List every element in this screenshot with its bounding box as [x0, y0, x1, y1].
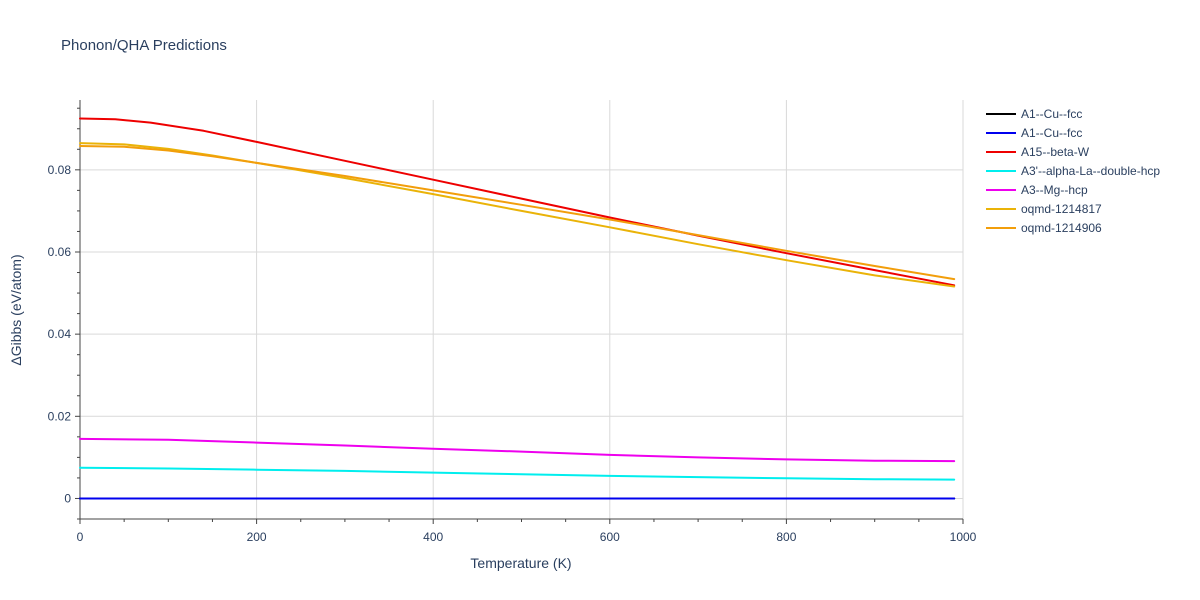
- grid: [80, 100, 964, 519]
- legend-label: A15--beta-W: [1021, 145, 1090, 159]
- x-tick-label: 200: [247, 530, 267, 544]
- tick-labels: 0 200 400 600 800 1000 0 0.02 0.04 0.06 0.08: [48, 163, 977, 544]
- y-tick-label: 0: [64, 491, 71, 505]
- x-axis-title: Temperature (K): [470, 555, 571, 571]
- legend-label: A1--Cu--fcc: [1021, 107, 1082, 121]
- series-line-3: [79, 117, 956, 287]
- x-tick-label: 0: [77, 530, 84, 544]
- x-tick-label: 800: [776, 530, 796, 544]
- legend-label: oqmd-1214906: [1021, 221, 1102, 235]
- legend-item[interactable]: oqmd-1214817: [986, 202, 1102, 216]
- y-axis-title: ΔGibbs (eV/atom): [8, 254, 24, 365]
- legend-label: A1--Cu--fcc: [1021, 126, 1082, 140]
- y-tick-label: 0.02: [48, 409, 72, 423]
- x-tick-label: 1000: [950, 530, 977, 544]
- y-tick-label: 0.06: [48, 245, 72, 259]
- axes: [75, 100, 964, 524]
- series-line-4: [79, 466, 956, 481]
- legend-label: A3'--alpha-La--double-hcp: [1021, 164, 1160, 178]
- legend-item[interactable]: A3--Mg--hcp: [986, 183, 1088, 197]
- legend-label: A3--Mg--hcp: [1021, 183, 1088, 197]
- x-tick-label: 400: [423, 530, 443, 544]
- y-tick-label: 0.08: [48, 163, 72, 177]
- series-line-6: [79, 142, 956, 288]
- legend: A1--Cu--fcc A1--Cu--fcc A15--beta-W A3'--al…: [986, 107, 1160, 235]
- legend-item[interactable]: oqmd-1214906: [986, 221, 1102, 235]
- legend-item[interactable]: A1--Cu--fcc: [986, 126, 1082, 140]
- legend-item[interactable]: A15--beta-W: [986, 145, 1090, 159]
- plot-area: [79, 117, 956, 500]
- series-line-5: [79, 437, 956, 463]
- series-line-7: [79, 145, 956, 281]
- legend-item[interactable]: A1--Cu--fcc: [986, 107, 1082, 121]
- legend-label: oqmd-1214817: [1021, 202, 1102, 216]
- y-tick-label: 0.04: [48, 327, 72, 341]
- x-tick-label: 600: [600, 530, 620, 544]
- chart-title: Phonon/QHA Predictions: [61, 37, 227, 54]
- legend-item[interactable]: A3'--alpha-La--double-hcp: [986, 164, 1160, 178]
